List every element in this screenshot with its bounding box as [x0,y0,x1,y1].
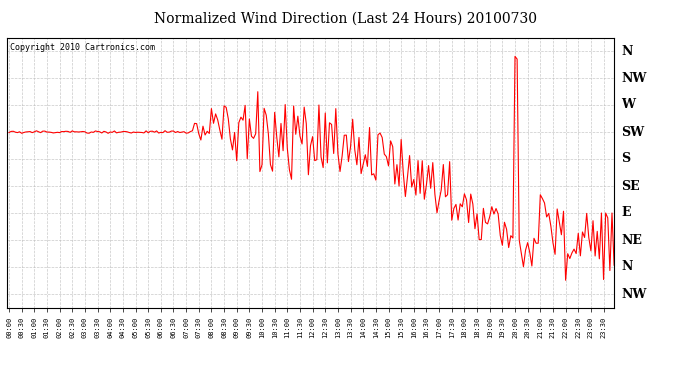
Text: N: N [621,261,632,273]
Text: NW: NW [621,72,647,84]
Text: SW: SW [621,126,644,138]
Text: Normalized Wind Direction (Last 24 Hours) 20100730: Normalized Wind Direction (Last 24 Hours… [153,11,537,25]
Text: SE: SE [621,180,640,192]
Text: N: N [621,45,632,57]
Text: S: S [621,153,630,165]
Text: E: E [621,207,631,219]
Text: NE: NE [621,234,642,246]
Text: W: W [621,99,635,111]
Text: Copyright 2010 Cartronics.com: Copyright 2010 Cartronics.com [10,43,155,52]
Text: NW: NW [621,288,647,300]
